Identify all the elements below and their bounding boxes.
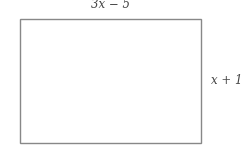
Text: 3x − 5: 3x − 5 <box>91 0 130 11</box>
Text: x + 1: x + 1 <box>211 74 242 87</box>
Bar <box>20 19 201 143</box>
